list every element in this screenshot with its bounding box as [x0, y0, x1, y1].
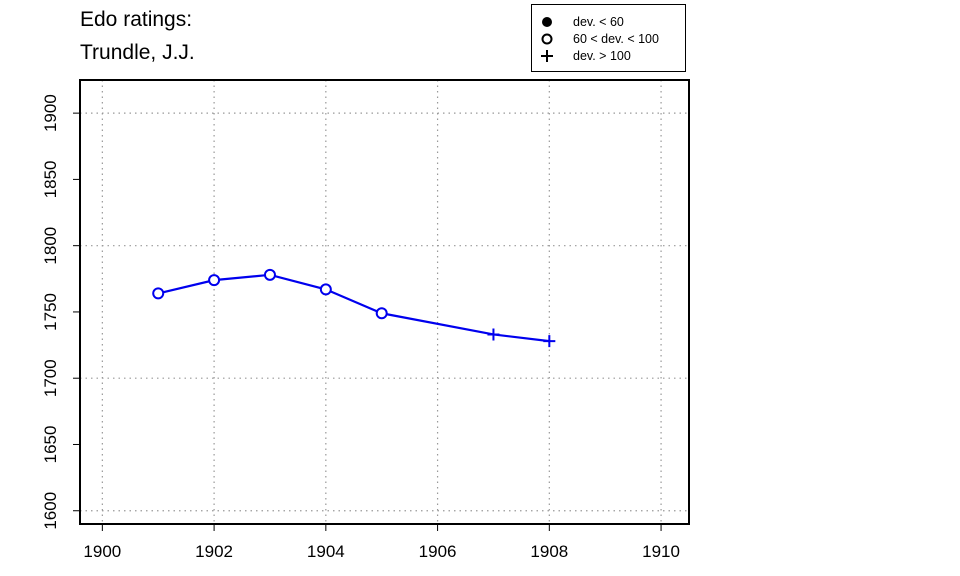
- legend-label: dev. < 60: [573, 15, 624, 29]
- data-point-open-circle: [375, 307, 388, 320]
- plus-icon: [532, 49, 562, 63]
- x-tick-label: 1904: [307, 542, 345, 561]
- y-tick-label: 1900: [41, 94, 60, 132]
- x-tick-label: 1910: [642, 542, 680, 561]
- x-tick-label: 1900: [83, 542, 121, 561]
- data-point-open-circle: [319, 283, 332, 296]
- x-tick-label: 1902: [195, 542, 233, 561]
- chart-title-line-1: Edo ratings:: [80, 8, 193, 31]
- x-tick-label: 1908: [530, 542, 568, 561]
- y-tick-label: 1750: [41, 293, 60, 331]
- data-point-plus: [487, 328, 500, 341]
- y-tick-label: 1600: [41, 492, 60, 530]
- y-tick-label: 1850: [41, 160, 60, 198]
- filled-circle-icon: [532, 15, 562, 29]
- data-point-open-circle: [263, 268, 276, 281]
- legend-entry-dev-over-100: dev. > 100: [532, 46, 631, 66]
- data-point-open-circle: [208, 274, 221, 287]
- x-tick-label: 1906: [419, 542, 457, 561]
- legend-entry-dev-60-100: 60 < dev. < 100: [532, 29, 659, 49]
- legend-label: 60 < dev. < 100: [573, 32, 659, 46]
- open-circle-icon: [532, 32, 562, 46]
- legend-label: dev. > 100: [573, 49, 631, 63]
- plot-frame: [79, 79, 690, 525]
- y-tick-label: 1700: [41, 359, 60, 397]
- chart-title-line-2: Trundle, J.J.: [80, 41, 195, 64]
- y-tick-label: 1800: [41, 227, 60, 265]
- legend-entry-dev-under-60: dev. < 60: [532, 12, 624, 32]
- data-point-plus: [543, 335, 556, 348]
- data-point-open-circle: [152, 287, 165, 300]
- chart-legend: dev. < 60 60 < dev. < 100 dev. > 100: [531, 4, 686, 72]
- y-tick-label: 1650: [41, 426, 60, 464]
